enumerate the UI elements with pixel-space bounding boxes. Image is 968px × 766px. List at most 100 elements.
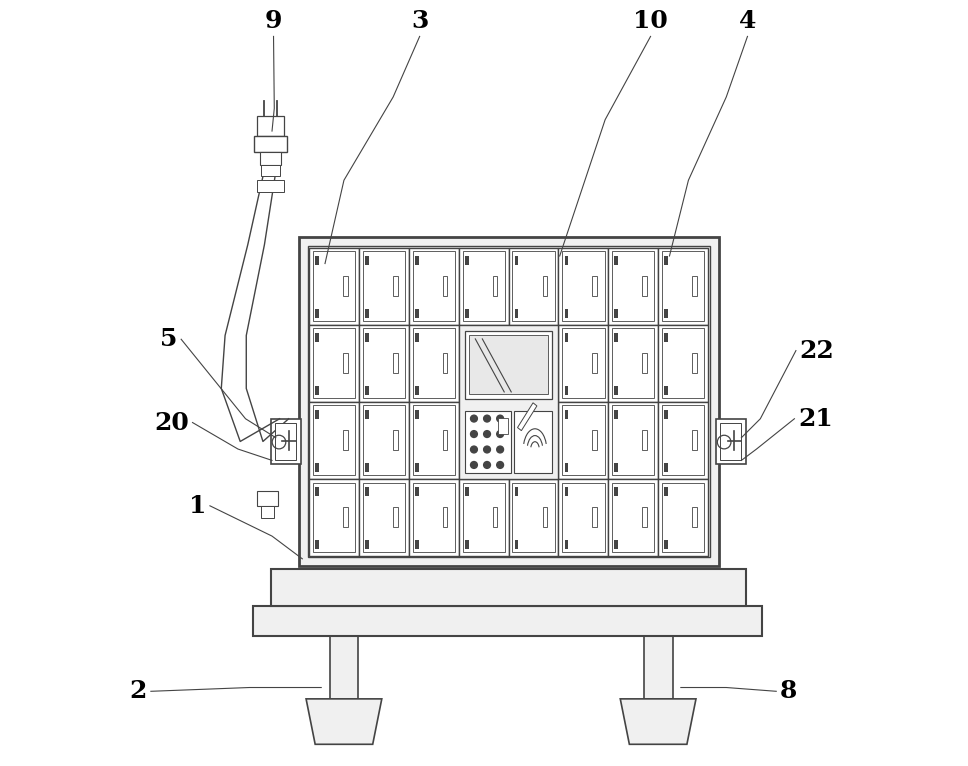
Text: 20: 20 — [154, 411, 189, 434]
Bar — [415, 256, 419, 265]
Bar — [412, 251, 455, 321]
Polygon shape — [624, 625, 692, 636]
Circle shape — [484, 462, 491, 468]
Bar — [658, 325, 709, 401]
Bar — [442, 277, 447, 296]
Bar — [664, 487, 668, 496]
Bar — [359, 247, 408, 325]
Bar — [270, 419, 301, 464]
Bar — [393, 353, 398, 373]
Bar — [465, 487, 469, 496]
Bar — [564, 487, 568, 496]
Bar — [643, 507, 647, 527]
Bar — [309, 401, 359, 479]
Bar — [393, 507, 398, 527]
Bar — [658, 479, 709, 556]
Bar — [442, 507, 447, 527]
Bar — [408, 247, 459, 325]
Circle shape — [497, 430, 503, 437]
Bar — [415, 540, 419, 549]
Bar — [512, 251, 555, 321]
Bar — [608, 401, 658, 479]
Bar — [715, 419, 746, 464]
Bar — [498, 418, 508, 434]
Bar — [257, 179, 285, 192]
Circle shape — [484, 415, 491, 422]
Bar — [415, 309, 419, 318]
Bar — [316, 256, 318, 265]
Bar — [309, 325, 359, 401]
Bar — [408, 401, 459, 479]
Bar — [658, 401, 709, 479]
Bar — [442, 353, 447, 373]
Bar — [543, 507, 547, 527]
Bar — [564, 410, 568, 419]
Bar — [408, 479, 459, 556]
Bar — [459, 479, 508, 556]
Bar — [559, 479, 608, 556]
Text: 22: 22 — [800, 339, 834, 362]
Polygon shape — [518, 403, 537, 430]
Text: 2: 2 — [130, 679, 147, 703]
Bar — [415, 487, 419, 496]
Bar — [415, 386, 419, 395]
Bar — [515, 309, 519, 318]
Bar — [564, 309, 568, 318]
Bar — [365, 386, 369, 395]
Bar — [615, 410, 619, 419]
Bar — [664, 309, 668, 318]
Bar — [260, 506, 274, 518]
Bar — [259, 152, 281, 165]
Polygon shape — [620, 699, 696, 745]
Bar — [615, 309, 619, 318]
Bar — [463, 251, 505, 321]
Bar — [313, 329, 355, 398]
Bar — [612, 329, 654, 398]
Bar — [415, 410, 419, 419]
Bar — [615, 487, 619, 496]
Bar — [662, 483, 705, 552]
Bar — [514, 411, 553, 473]
Bar — [363, 329, 405, 398]
Bar — [365, 333, 369, 342]
Bar — [316, 463, 318, 472]
Bar — [643, 430, 647, 450]
Bar — [316, 333, 318, 342]
Bar — [564, 256, 568, 265]
Bar — [664, 410, 668, 419]
Bar — [643, 353, 647, 373]
Bar — [363, 251, 405, 321]
Bar — [662, 251, 705, 321]
Bar — [365, 540, 369, 549]
Text: 3: 3 — [411, 8, 428, 33]
Circle shape — [470, 462, 477, 468]
Bar — [612, 483, 654, 552]
Bar — [615, 463, 619, 472]
Bar — [512, 483, 555, 552]
Bar — [720, 424, 741, 460]
Bar — [275, 424, 296, 460]
Bar — [662, 329, 705, 398]
Bar — [692, 277, 697, 296]
Bar — [562, 405, 605, 475]
Bar — [615, 256, 619, 265]
Bar — [408, 325, 459, 401]
Bar — [465, 256, 469, 265]
Bar — [493, 277, 498, 296]
Bar — [564, 463, 568, 472]
Bar — [515, 540, 519, 549]
Bar — [257, 116, 285, 136]
Circle shape — [484, 446, 491, 453]
Bar — [608, 247, 658, 325]
Bar — [515, 256, 519, 265]
Bar — [298, 237, 718, 566]
Bar — [559, 247, 608, 325]
Bar — [316, 386, 318, 395]
Bar — [559, 325, 608, 401]
Bar — [309, 247, 359, 325]
Bar — [463, 483, 505, 552]
Bar — [316, 540, 318, 549]
Bar — [412, 405, 455, 475]
Bar — [562, 483, 605, 552]
Bar — [415, 333, 419, 342]
